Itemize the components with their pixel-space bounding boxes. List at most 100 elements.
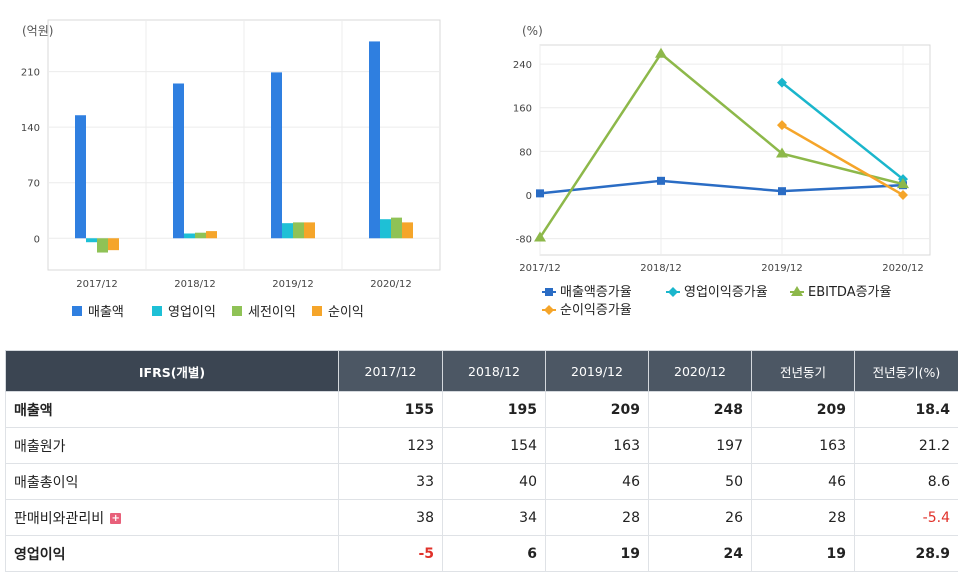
y-tick-label: -80 — [516, 235, 532, 246]
legend-label: 순이익증가율 — [560, 303, 632, 318]
row-label-text: 매출총이익 — [14, 474, 79, 491]
row-label: 매출액 — [5, 391, 339, 428]
legend-swatch — [312, 306, 322, 316]
data-point — [657, 176, 665, 185]
x-tick-label: 2019/12 — [761, 263, 803, 274]
table-cell: 46 — [751, 463, 855, 500]
table-cell: 50 — [648, 463, 752, 500]
data-point — [777, 120, 787, 131]
y-tick-label: 0 — [526, 191, 532, 202]
table-row: 영업이익 -5 6 19 24 19 28.9 — [5, 535, 958, 572]
bar-4 — [108, 238, 119, 251]
table-cell: 6 — [442, 535, 546, 572]
legend-label: 영업이익 — [168, 305, 216, 320]
bar-4 — [304, 222, 315, 239]
table-cell: 163 — [545, 427, 649, 464]
bar-1 — [173, 83, 184, 239]
plus-icon[interactable]: + — [110, 513, 122, 524]
data-point — [777, 77, 787, 88]
header-col: 2019/12 — [545, 350, 649, 392]
table-cell: -5 — [338, 535, 443, 572]
legend-label: 매출액 — [88, 305, 124, 320]
legend-marker — [791, 286, 803, 296]
data-point — [897, 178, 909, 189]
y-tick-label: 240 — [513, 60, 532, 71]
header-col: 2017/12 — [338, 350, 443, 392]
table-cell: 21.2 — [854, 427, 958, 464]
bar-3 — [97, 238, 108, 253]
bar-4 — [206, 231, 217, 239]
legend-label: 매출액증가율 — [560, 285, 632, 300]
table-cell: 8.6 — [854, 463, 958, 500]
table-cell: 33 — [338, 463, 443, 500]
table-cell: 18.4 — [854, 391, 958, 428]
y-unit-label: (%) — [522, 24, 543, 38]
table-cell: 155 — [338, 391, 443, 428]
table-cell: 248 — [648, 391, 752, 428]
header-col: 2018/12 — [442, 350, 546, 392]
table-row: 매출원가 123 154 163 197 163 21.2 — [5, 427, 958, 464]
table-cell: 26 — [648, 499, 752, 536]
y-tick-label: 80 — [519, 147, 532, 158]
legend-swatch — [152, 306, 162, 316]
bar-2 — [282, 223, 293, 239]
table-cell: 197 — [648, 427, 752, 464]
bar-2 — [86, 238, 97, 243]
legend-marker — [544, 305, 554, 315]
row-label-text: 영업이익 — [14, 546, 66, 563]
legend-marker — [668, 287, 678, 297]
legend-label: 세전이익 — [248, 305, 296, 320]
y-tick-label: 70 — [27, 179, 40, 190]
financial-table: IFRS(개별) 2017/12 2018/12 2019/12 2020/12 전년동기… — [5, 350, 958, 572]
y-tick-label: 160 — [513, 104, 532, 115]
legend-label: 영업이익증가율 — [684, 285, 768, 300]
table-row: 매출액 155 195 209 248 209 18.4 — [5, 391, 958, 428]
annual-financials-bar-chart: (억원) 0 70 140 210 2017/12 2018/12 2019/12 2020/1… — [0, 0, 470, 335]
x-tick-label: 2018/12 — [174, 279, 216, 290]
row-label: 영업이익 — [5, 535, 339, 572]
bar-chart-svg: (억원) 0 70 140 210 2017/12 2018/12 2019/12 2020/1… — [21, 19, 441, 320]
table-cell: 28 — [545, 499, 649, 536]
bar-3 — [391, 217, 402, 239]
table-cell: 38 — [338, 499, 443, 536]
bar-3 — [293, 222, 304, 239]
growth-rate-line-chart: (%) -80 0 80 160 240 2017/12 2018/12 2019/12 2020… — [490, 0, 958, 335]
data-point — [776, 147, 788, 158]
table-cell: 209 — [545, 391, 649, 428]
x-tick-label: 2018/12 — [640, 263, 682, 274]
row-label-text: 매출원가 — [14, 438, 66, 455]
header-basis: IFRS(개별) — [5, 350, 339, 392]
series-line-4 — [781, 124, 904, 197]
bar-1 — [271, 72, 282, 239]
bar-2 — [184, 233, 195, 239]
table-cell: 28 — [751, 499, 855, 536]
x-tick-label: 2019/12 — [272, 279, 314, 290]
data-point — [536, 189, 544, 198]
row-label: 매출총이익 — [5, 463, 339, 500]
legend-label: EBITDA증가율 — [808, 285, 892, 300]
x-tick-label: 2020/12 — [370, 279, 412, 290]
legend-swatch — [72, 306, 82, 316]
row-label-text: 판매비와관리비 — [14, 510, 105, 527]
header-col: 전년동기 — [751, 350, 855, 392]
table-cell: 154 — [442, 427, 546, 464]
data-point — [655, 47, 667, 58]
y-tick-label: 210 — [21, 68, 40, 79]
row-label-text: 매출액 — [14, 402, 53, 419]
y-tick-label: 0 — [34, 234, 40, 245]
table-cell: -5.4 — [854, 499, 958, 536]
table-row: 매출총이익 33 40 46 50 46 8.6 — [5, 463, 958, 500]
table-cell: 195 — [442, 391, 546, 428]
bar-3 — [195, 232, 206, 239]
row-label: 판매비와관리비 + — [5, 499, 339, 536]
legend-marker — [545, 288, 553, 296]
series-line-3 — [538, 51, 904, 239]
data-point — [778, 187, 786, 196]
series-line-1 — [539, 179, 904, 195]
table-cell: 46 — [545, 463, 649, 500]
bar-1 — [369, 41, 380, 239]
table-cell: 19 — [751, 535, 855, 572]
data-point — [534, 231, 546, 242]
data-point — [898, 190, 908, 200]
table-cell: 163 — [751, 427, 855, 464]
